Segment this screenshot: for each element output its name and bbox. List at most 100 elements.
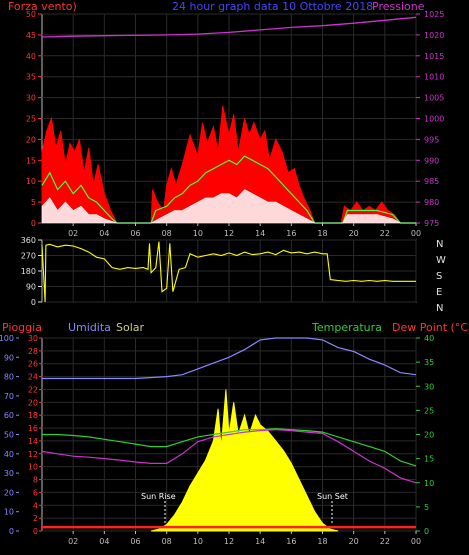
pressure-axis-tick-label: 995 bbox=[424, 135, 439, 144]
pressure-axis-tick-label: 975 bbox=[424, 219, 439, 228]
humidity-axis-tick-label: 90 bbox=[4, 353, 14, 362]
sun-rise-label: Sun Rise bbox=[141, 492, 176, 501]
wind-axis-tick-label: 10 bbox=[26, 177, 36, 186]
time-axis-tick-label: 18 bbox=[317, 229, 327, 238]
humidity-axis-tick-label: 50 bbox=[4, 431, 14, 440]
rain-axis-tick-label: 12 bbox=[28, 450, 38, 459]
wind-max-area bbox=[41, 105, 416, 224]
wind-direction-line bbox=[41, 241, 416, 303]
solar-title: Solar bbox=[116, 321, 145, 334]
compass-label-e: E bbox=[436, 287, 442, 298]
wind-axis-tick-label: 40 bbox=[26, 52, 36, 61]
wind-axis-tick-label: 20 bbox=[26, 135, 36, 144]
humidity-axis-tick-label: 10 bbox=[4, 508, 14, 517]
pressure-axis-tick-label: 1000 bbox=[424, 115, 444, 124]
humidity-axis-tick-label: 70 bbox=[4, 392, 14, 401]
direction-axis-tick-label: 360 bbox=[21, 236, 36, 245]
time-axis-tick-label: 18 bbox=[317, 537, 327, 546]
temperature-axis-tick-label: 10 bbox=[424, 479, 434, 488]
wind-axis-tick-label: 45 bbox=[26, 31, 36, 40]
time-axis-tick-label: 06 bbox=[130, 537, 140, 546]
time-axis-tick-label: 10 bbox=[193, 537, 203, 546]
pressure-axis-tick-label: 1010 bbox=[424, 73, 444, 82]
wind-axis-tick-label: 30 bbox=[26, 94, 36, 103]
wind-axis-tick-label: 35 bbox=[26, 73, 36, 82]
temperature-axis-tick-label: 40 bbox=[424, 334, 434, 343]
time-axis-tick-label: 22 bbox=[380, 537, 390, 546]
time-axis-tick-label: 12 bbox=[224, 229, 234, 238]
rain-axis-tick-label: 8 bbox=[33, 476, 38, 485]
time-axis-tick-label: 04 bbox=[99, 229, 109, 238]
time-axis-tick-label: 08 bbox=[162, 537, 172, 546]
rain-axis-tick-label: 20 bbox=[28, 398, 38, 407]
rain-axis-tick-label: 22 bbox=[28, 385, 38, 394]
direction-axis-tick-label: 90 bbox=[26, 283, 36, 292]
humidity-axis-tick-label: 20 bbox=[4, 488, 14, 497]
rain-axis-tick-label: 26 bbox=[28, 360, 38, 369]
wind-axis-tick-label: 0 bbox=[31, 219, 36, 228]
time-axis-tick-label: 00 bbox=[411, 229, 421, 238]
temperature-axis-tick-label: 15 bbox=[424, 455, 434, 464]
time-axis-tick-label: 16 bbox=[286, 537, 296, 546]
pressure-axis-tick-label: 1025 bbox=[424, 10, 444, 19]
time-axis-tick-label: 12 bbox=[224, 537, 234, 546]
time-axis-tick-label: 00 bbox=[411, 537, 421, 546]
chart-title: 24 hour graph data 10 Ottobre 2018 bbox=[172, 0, 373, 13]
dewpoint-line bbox=[41, 429, 417, 484]
time-axis-tick-label: 08 bbox=[162, 229, 172, 238]
time-axis-tick-label: 16 bbox=[286, 229, 296, 238]
temperature-axis-tick-label: 20 bbox=[424, 431, 434, 440]
time-axis-tick-label: 06 bbox=[130, 229, 140, 238]
wind-axis-tick-label: 50 bbox=[26, 10, 36, 19]
time-axis-tick-label: 20 bbox=[349, 229, 359, 238]
rain-axis-tick-label: 28 bbox=[28, 347, 38, 356]
rain-axis-tick-label: 0 bbox=[33, 527, 38, 536]
direction-axis-tick-label: 0 bbox=[31, 298, 36, 307]
rain-axis-tick-label: 2 bbox=[33, 514, 38, 523]
humidity-axis-tick-label: 40 bbox=[4, 450, 14, 459]
sun-set-label: Sun Set bbox=[317, 492, 348, 501]
compass-label-s: S bbox=[436, 271, 442, 282]
pressure-axis-title: Pressione bbox=[372, 0, 425, 13]
wind-axis-tick-label: 15 bbox=[26, 156, 36, 165]
pressure-axis-tick-label: 1005 bbox=[424, 94, 444, 103]
humidity-axis-tick-label: 80 bbox=[4, 373, 14, 382]
humidity-axis-tick-label: 100 bbox=[0, 334, 14, 343]
time-axis-tick-label: 22 bbox=[380, 229, 390, 238]
pressure-line bbox=[41, 16, 417, 38]
humidity-axis-tick-label: 60 bbox=[4, 411, 14, 420]
temperature-axis-tick-label: 0 bbox=[424, 527, 429, 536]
direction-axis-tick-label: 180 bbox=[21, 267, 36, 276]
temperature-axis-tick-label: 35 bbox=[424, 358, 434, 367]
pressure-axis-tick-label: 1020 bbox=[424, 31, 444, 40]
wind-axis-tick-label: 25 bbox=[26, 115, 36, 124]
pressure-axis-tick-label: 1015 bbox=[424, 52, 444, 61]
wind-axis-tick-label: 5 bbox=[31, 198, 36, 207]
compass-label-w: W bbox=[436, 255, 446, 266]
pressure-axis-tick-label: 990 bbox=[424, 156, 439, 165]
rain-axis-tick-label: 14 bbox=[28, 437, 38, 446]
temperature-axis-tick-label: 25 bbox=[424, 406, 434, 415]
rain-axis-tick-label: 10 bbox=[28, 463, 38, 472]
compass-label-n: N bbox=[436, 239, 443, 250]
dewpoint-axis-title: Dew Point (°C) bbox=[392, 321, 469, 334]
time-axis-tick-label: 04 bbox=[99, 537, 109, 546]
pressure-axis-tick-label: 985 bbox=[424, 177, 439, 186]
rain-axis-tick-label: 30 bbox=[28, 334, 38, 343]
rain-axis-tick-label: 18 bbox=[28, 411, 38, 420]
wind-axis-title: Forza vento) bbox=[8, 0, 77, 13]
solar-area bbox=[150, 389, 339, 532]
compass-label-n: N bbox=[436, 303, 443, 314]
pressure-axis-tick-label: 980 bbox=[424, 198, 439, 207]
rain-axis-title: Pioggia bbox=[2, 321, 42, 334]
temperature-axis-tick-label: 5 bbox=[424, 503, 429, 512]
rain-axis-tick-label: 24 bbox=[28, 373, 38, 382]
time-axis-tick-label: 10 bbox=[193, 229, 203, 238]
time-axis-tick-label: 14 bbox=[255, 229, 265, 238]
wind-avg-line bbox=[41, 189, 416, 224]
rain-axis-tick-label: 16 bbox=[28, 424, 38, 433]
temperature-axis-tick-label: 30 bbox=[424, 382, 434, 391]
rain-axis-tick-label: 6 bbox=[33, 488, 38, 497]
